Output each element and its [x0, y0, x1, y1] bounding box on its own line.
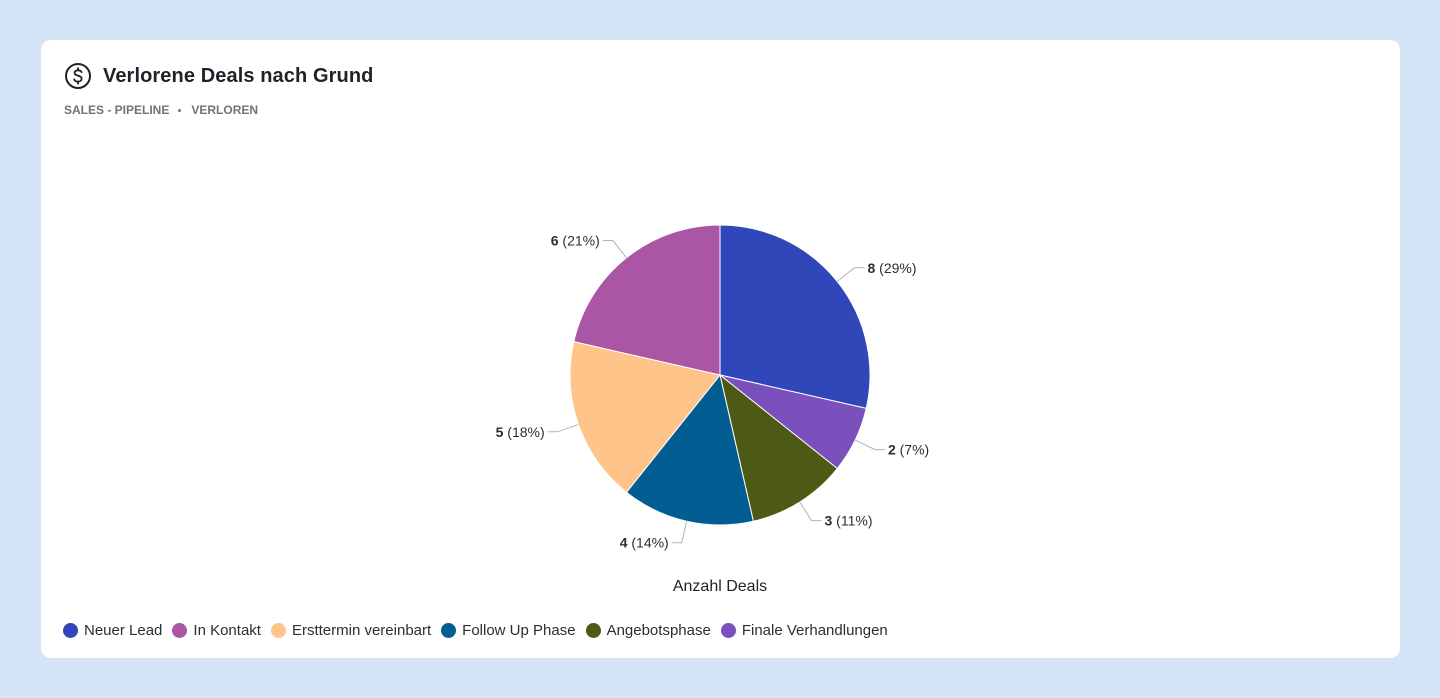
slice-label-neuer-lead: 8 (29%) — [867, 260, 916, 276]
legend-swatch — [585, 623, 601, 638]
pie-slice-angebotsphase[interactable] — [719, 373, 838, 522]
legend-item-in-kontakt[interactable]: In Kontakt — [172, 622, 261, 639]
legend-item-angebotsphase[interactable]: Angebotsphase — [585, 622, 711, 639]
pie-slice-neuer-lead[interactable] — [719, 224, 871, 409]
legend-swatch — [270, 623, 286, 638]
chart-card: Verlorene Deals nach Grund SALES - PIPEL… — [41, 40, 1400, 658]
dollar-circle-icon — [65, 63, 91, 89]
pie-slice-ersttermin-vereinbart[interactable] — [569, 341, 721, 493]
legend-label: Ersttermin vereinbart — [291, 622, 432, 639]
legend-label: Follow Up Phase — [462, 622, 576, 639]
legend-swatch — [720, 623, 736, 638]
label-leader-line — [602, 240, 627, 259]
slice-label-follow-up-phase: 4 (14%) — [620, 535, 669, 551]
breadcrumb-item-pipeline[interactable]: SALES - PIPELINE — [64, 103, 170, 117]
legend-swatch — [172, 623, 188, 638]
breadcrumb-item-verloren[interactable]: VERLOREN — [191, 103, 259, 117]
legend-label: Finale Verhandlungen — [741, 622, 888, 639]
chart-title: Verlorene Deals nach Grund — [103, 64, 374, 87]
breadcrumb-separator — [178, 108, 182, 112]
pie-slice-follow-up-phase[interactable] — [625, 373, 754, 526]
legend-item-neuer-lead[interactable]: Neuer Lead — [63, 622, 162, 639]
slice-label-in-kontakt: 6 (21%) — [551, 233, 600, 249]
chart-legend: Neuer Lead In Kontakt Ersttermin vereinbar… — [63, 622, 898, 639]
legend-label: In Kontakt — [193, 622, 261, 639]
legend-item-ersttermin-vereinbart[interactable]: Ersttermin vereinbart — [270, 622, 432, 639]
legend-swatch — [63, 623, 78, 638]
label-leader-line — [854, 439, 885, 451]
label-leader-line — [547, 424, 579, 433]
slice-label-finale-verhandlungen: 2 (7%) — [888, 442, 929, 458]
label-leader-line — [836, 267, 865, 282]
breadcrumb: SALES - PIPELINE VERLOREN — [64, 103, 258, 117]
legend-swatch — [441, 623, 457, 638]
series-title: Anzahl Deals — [673, 578, 767, 595]
slice-label-ersttermin-vereinbart: 5 (18%) — [496, 424, 545, 440]
pie-chart: 8 (29%) 2 (7%) 3 (11%) 4 (14%) 5 (18%) 6 (21%… — [496, 224, 929, 595]
pie-slice-in-kontakt[interactable] — [573, 224, 721, 376]
label-leader-line — [671, 521, 688, 544]
label-leader-line — [799, 501, 822, 522]
legend-label: Angebotsphase — [606, 622, 711, 639]
legend-item-follow-up-phase[interactable]: Follow Up Phase — [441, 622, 576, 639]
chart-header: Verlorene Deals nach Grund — [64, 62, 373, 90]
legend-label: Neuer Lead — [84, 622, 163, 639]
slice-label-angebotsphase: 3 (11%) — [825, 513, 873, 529]
legend-item-finale-verhandlungen[interactable]: Finale Verhandlungen — [720, 622, 888, 639]
